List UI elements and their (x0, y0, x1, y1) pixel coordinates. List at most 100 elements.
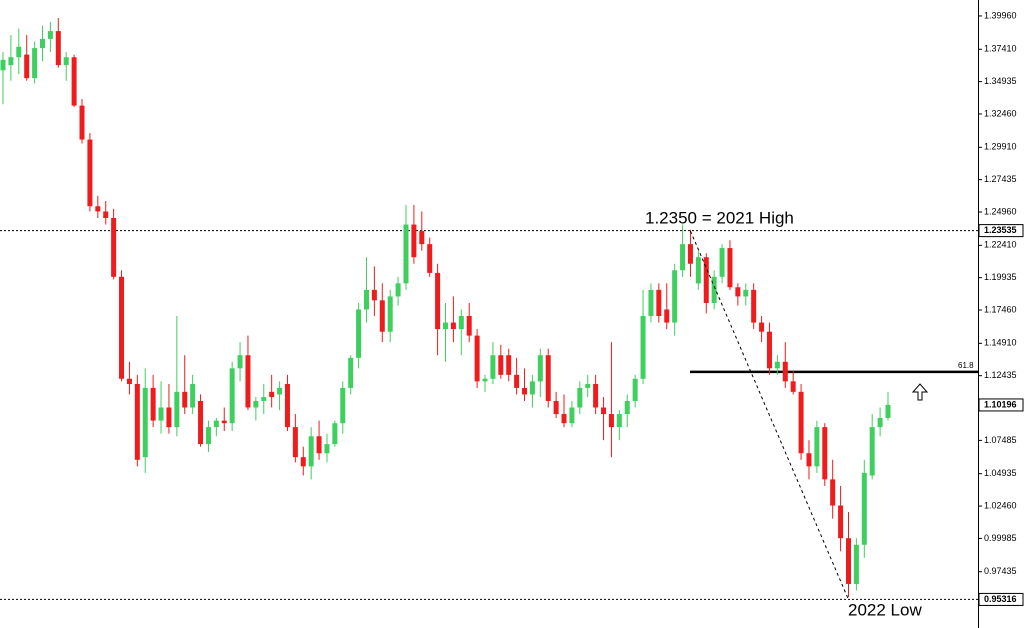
y-tick-label: 0.97435 (984, 566, 1017, 576)
y-tick-label: 1.04935 (984, 468, 1017, 478)
candle-body (379, 300, 385, 332)
candle-body (16, 46, 22, 58)
candle-body (221, 420, 227, 424)
candle-body (616, 414, 622, 428)
candle-body (458, 316, 464, 330)
candle-body (703, 257, 709, 303)
candle-body (822, 427, 828, 480)
candle-body (577, 387, 583, 408)
candle-body (142, 387, 148, 458)
candle-body (853, 544, 859, 584)
y-tick-label: 1.07485 (984, 435, 1017, 445)
candle-body (261, 397, 267, 401)
y-tick-label: 1.29910 (984, 142, 1017, 152)
candle-body (158, 407, 164, 421)
candle-body (861, 472, 867, 545)
candle-body (387, 296, 393, 332)
price-label: 1.10196 (984, 399, 1017, 409)
candle-body (237, 355, 243, 369)
candle-body (300, 457, 306, 467)
y-tick-label: 1.12435 (984, 370, 1017, 380)
y-tick-label: 1.14910 (984, 338, 1017, 348)
candle-body (269, 391, 275, 398)
candle-body (601, 407, 607, 415)
candle-body (561, 414, 567, 424)
candle-body (150, 387, 156, 421)
fib-label: 61.8 (958, 361, 974, 370)
candle-body (95, 206, 101, 212)
candle-body (308, 436, 314, 467)
candle-body (648, 289, 654, 317)
high-annotation: 1.2350 = 2021 High (645, 208, 794, 227)
candle-body (450, 322, 456, 330)
candle-body (111, 218, 117, 277)
up-arrow-icon (911, 383, 929, 401)
candle-body (656, 289, 662, 317)
candle-body (482, 378, 488, 382)
candle-body (182, 391, 188, 408)
candle-body (845, 538, 851, 584)
candle-body (371, 289, 377, 301)
candle-body (514, 374, 520, 388)
candle-body (608, 414, 614, 428)
y-tick-label: 1.32460 (984, 108, 1017, 118)
y-tick-label: 1.19935 (984, 272, 1017, 282)
candle-body (119, 276, 125, 379)
candle-body (356, 309, 362, 358)
candle-body (640, 316, 646, 379)
y-tick-label: 1.37410 (984, 44, 1017, 54)
candle-body (687, 244, 693, 264)
swing-line (689, 230, 849, 600)
y-tick-label: 1.17460 (984, 304, 1017, 314)
candle-body (126, 378, 132, 384)
candle-body (553, 400, 559, 415)
candle-body (24, 54, 30, 79)
candle-body (198, 400, 204, 445)
y-tick-label: 1.34935 (984, 76, 1017, 86)
low-annotation: 2022 Low (848, 600, 922, 619)
candle-body (245, 355, 251, 408)
candle-body (213, 420, 219, 428)
price-label-box (978, 592, 1024, 606)
candle-body (830, 479, 836, 506)
candle-body (585, 383, 591, 388)
candle-body (632, 378, 638, 401)
candle-body (790, 381, 796, 392)
candle-body (71, 57, 77, 106)
candle-body (292, 427, 298, 458)
candle-body (759, 322, 765, 332)
price-label-box (978, 224, 1024, 238)
candle-body (47, 31, 53, 39)
candle-body (340, 387, 346, 424)
candle-body (316, 436, 322, 454)
candle-body (814, 427, 820, 467)
candle-body (435, 272, 441, 330)
candle-body (774, 361, 780, 369)
candle-body (205, 427, 211, 445)
candle-body (782, 361, 788, 382)
price-label: 0.95316 (984, 594, 1017, 604)
candle-body (63, 57, 69, 66)
candle-body (624, 400, 630, 415)
candle-body (419, 231, 425, 245)
candle-body (490, 355, 496, 379)
candle-body (569, 407, 575, 424)
candle-body (672, 270, 678, 323)
candle-body (735, 287, 741, 297)
candle-body (427, 244, 433, 273)
candle-body (443, 322, 448, 330)
candle-body (798, 391, 804, 454)
candle-body (332, 423, 338, 445)
candle-body (593, 383, 599, 408)
candle-body (529, 381, 535, 395)
candle-body (277, 387, 283, 395)
candle-body (806, 453, 812, 467)
candle-body (743, 289, 749, 297)
candle-body (751, 289, 757, 323)
candle-body (727, 248, 733, 288)
y-tick-label: 1.39960 (984, 10, 1017, 20)
candle-body (253, 400, 259, 408)
candle-body (498, 355, 504, 375)
